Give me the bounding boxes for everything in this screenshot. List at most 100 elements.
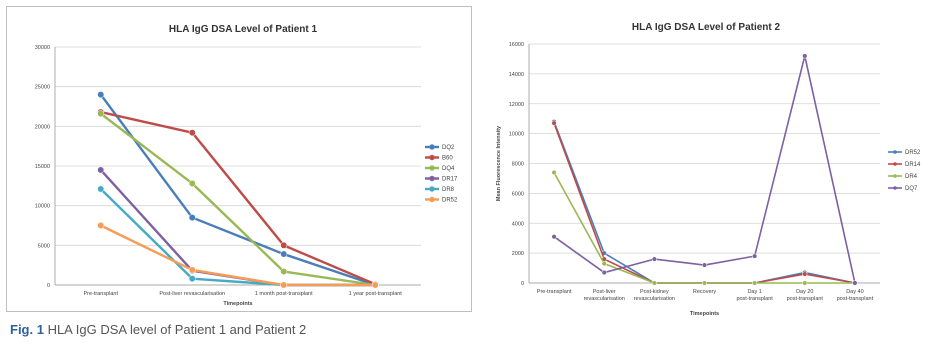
p2-point-dr4-5 [802,280,808,286]
caption-label: Fig. 1 [10,322,44,337]
p2-point-dq7-4 [752,253,758,259]
p1-point-dq4-1 [188,180,196,187]
p2-y-tick-label-3: 6000 [512,191,524,197]
p2-point-dq7-2 [651,256,657,262]
chart-patient-1: HLA IgG DSA Level of Patient 1 0 5000 10000… [6,6,472,312]
p1-legend-label-dq4: DQ4 [442,166,455,172]
p1-point-dr8-0 [97,185,105,193]
p2-y-tick-label-6: 12000 [509,102,524,108]
p2-y-tick-label-2: 4000 [512,221,524,227]
p1-legend-marker-dr8 [429,186,435,192]
p2-legend-marker-dr52 [893,150,897,154]
p2-series-line-dq7 [553,55,856,284]
p2-x-tick-label-6-0: Day 40 [846,289,863,295]
p1-series-line-dq2 [99,93,376,287]
p1-legend-marker-dr17 [429,175,435,182]
chart-patient-1-svg: HLA IgG DSA Level of Patient 1 0 5000 10000… [35,24,458,307]
p2-y-tick-label-7: 14000 [509,72,524,78]
p1-y-tick-label-6: 30000 [35,45,50,51]
p2-x-tick-label-5-0: Day 20 [796,289,813,295]
p2-y-tick-label-0: 0 [521,281,524,287]
p1-y-tick-label-3: 15000 [35,164,50,170]
p1-series-line-dr52 [100,224,376,287]
p1-point-dq2-0 [97,91,105,99]
p1-x-tick-label-1: Post-liver revascularisation [159,291,225,297]
p1-y-tick-label-5: 25000 [35,85,50,91]
p2-point-dq7-6 [852,280,858,286]
p2-point-dr4-1 [601,261,607,267]
p1-point-dq2-2 [280,250,288,258]
p2-x-tick-label-3: Recovery [693,289,716,295]
p1-point-dr8-1 [188,275,196,283]
p2-x-tick-label-2-0: Post-kidney [640,289,669,295]
p2-x-tick-label-2-1: revascularisation [634,296,675,302]
p2-point-dr4-2 [651,280,657,286]
p2-point-dq7-5 [802,53,808,59]
p2-legend-label-dr52: DR52 [905,150,921,156]
p2-point-dq7-3 [701,262,708,268]
p1-y-tick-label-0: 0 [47,283,50,289]
p1-x-axis-label: Timepoints [223,301,252,307]
p1-point-dr52-0 [97,222,105,229]
p2-point-dq7-1 [601,269,607,276]
p1-point-dr17-0 [97,166,105,174]
p2-y-tick-label-5: 10000 [509,132,524,138]
p2-legend-marker-dq7 [893,186,897,190]
p2-y-tick-label-8: 16000 [509,42,524,48]
figure-caption: Fig. 1 HLA IgG DSA level of Patient 1 an… [10,322,306,337]
p1-legend-marker-dr52 [429,196,435,203]
p1-point-dq2-1 [188,214,196,222]
p1-point-dq4-2 [280,268,288,275]
p2-point-dq7-0 [551,234,557,240]
p1-point-b60-2 [280,241,288,249]
p1-x-tick-label-2: 1 month post-transplant [255,291,313,297]
p1-y-tick-label-2: 10000 [35,204,50,210]
p2-y-axis-label: Mean Fluorescence Intensity [496,125,502,201]
p2-point-dr4-4 [752,280,758,286]
p1-series-line-b60 [100,110,376,286]
p1-point-dr52-3 [371,281,379,289]
p1-legend-label-dr17: DR17 [442,177,458,183]
chart-patient-2-svg: HLA IgG DSA Level of Patient 2 0 2000 4000 6… [496,22,921,317]
p1-point-b60-1 [188,129,196,137]
p1-legend-label-dr8: DR8 [442,187,455,193]
p1-series-line-dq4 [100,112,376,287]
p2-legend-label-dr14: DR14 [905,162,921,168]
p2-x-tick-label-0: Pre-transplant [537,289,572,295]
p2-x-tick-label-5-1: post-transplant [787,296,824,302]
p1-point-dr52-1 [188,266,196,274]
p2-point-dr4-0 [551,169,557,176]
p1-point-dq4-0 [97,110,105,118]
p2-legend-label-dq7: DQ7 [905,186,918,192]
p2-title: HLA IgG DSA Level of Patient 2 [632,22,781,33]
p1-legend-marker-dq4 [429,165,435,171]
p2-x-tick-label-6-1: post-transplant [837,296,874,302]
p1-point-dr52-2 [280,281,288,289]
p2-x-axis-label: Timepoints [690,311,719,317]
p2-x-tick-label-1-1: revascularisation [584,296,625,302]
p2-x-tick-label-4-1: post-transplant [736,296,773,302]
p2-series-line-dr52 [553,121,856,284]
p2-point-dr14-0 [551,120,557,126]
p1-x-tick-label-0: Pre-transplant [83,291,118,297]
p2-point-dr4-3 [701,280,708,286]
p1-legend-label-dr52: DR52 [442,198,458,204]
p2-y-tick-label-1: 2000 [512,251,524,257]
p2-point-dr14-5 [802,271,808,277]
p1-legend-marker-b60 [429,154,435,161]
p2-y-tick-label-4: 8000 [512,162,524,168]
p2-legend-marker-dr4 [893,174,897,178]
p2-legend-marker-dr14 [893,162,897,166]
p1-legend-label-b60: B60 [442,156,453,162]
p1-legend-label-dq2: DQ2 [442,145,455,151]
caption-text: HLA IgG DSA level of Patient 1 and Patie… [43,322,307,337]
p2-x-tick-label-1-0: Post-liver [593,289,616,295]
p1-title: HLA IgG DSA Level of Patient 1 [169,24,318,35]
p1-y-tick-label-1: 5000 [38,243,50,249]
p1-x-tick-label-3: 1 year post-transplant [349,291,403,297]
p2-x-tick-label-4-0: Day 1 [747,289,761,295]
p2-series-line-dr14 [553,122,856,284]
p1-legend-marker-dq2 [429,144,435,150]
chart-patient-2: HLA IgG DSA Level of Patient 2 0 2000 4000 6… [474,6,949,318]
